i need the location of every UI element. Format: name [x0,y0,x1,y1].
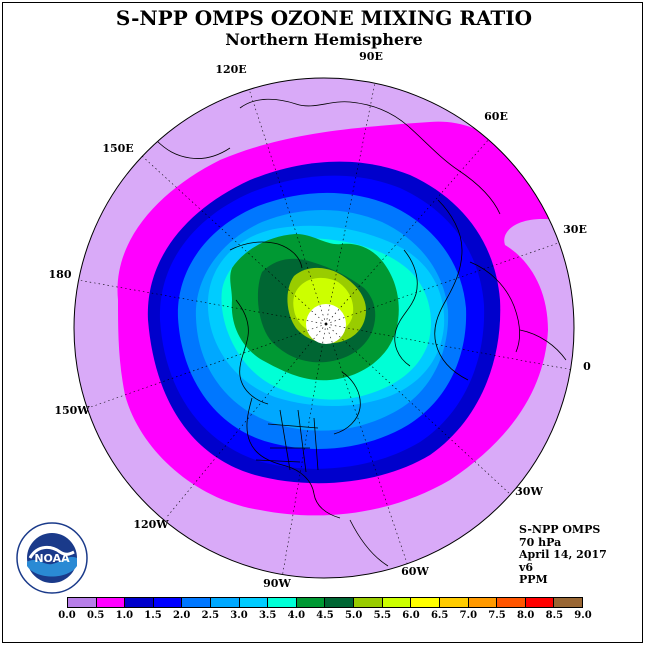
noaa-logo: NOAA [16,522,88,594]
colorbar-cell [554,598,582,607]
lon-label-180: 180 [49,268,72,281]
colorbar-cell [296,598,326,607]
info-pressure: 70 hPa [519,535,562,549]
colorbar-tick-label: 4.5 [316,610,334,621]
info-version: v6 [519,560,534,574]
longitude-labels: 90E 60E 30E 0 30W 60W 90W 120W 150W 180 … [49,50,592,590]
lon-label-60e: 60E [484,110,508,123]
colorbar-tick-label: 3.0 [230,610,248,621]
colorbar-tick-label: 1.0 [115,610,134,621]
colorbar-tick-label: 2.5 [201,610,220,621]
lon-label-60w: 60W [401,565,429,578]
colorbar-cell [354,598,383,607]
colorbar [67,597,583,608]
info-block: S-NPP OMPS 70 hPa April 14, 2017 v6 PPM [519,523,607,587]
info-date: April 14, 2017 [519,548,607,562]
info-instrument: S-NPP OMPS [519,523,601,536]
colorbar-tick-label: 8.5 [545,610,564,621]
colorbar-ticks: 0.0 0.5 1.0 1.5 2.0 2.5 3.0 3.5 4.0 4.5 5.0 5.5 6.0 6… [58,610,591,624]
noaa-logo-text: NOAA [34,552,70,565]
colorbar-tick-label: 6.5 [430,610,449,621]
colorbar-tick-label: 5.5 [373,610,392,621]
figure-frame [2,2,643,643]
colorbar-tick-label: 3.5 [258,610,277,621]
colorbar-tick-label: 1.5 [144,610,162,621]
colorbar-tick-label: 7.5 [488,610,506,621]
colorbar-cell [382,598,412,607]
colorbar-cell [211,598,240,607]
lon-label-90e: 90E [359,50,383,63]
lon-label-150w: 150W [54,404,90,417]
colorbar-tick-label: 4.0 [287,610,306,621]
lon-label-30e: 30E [563,223,587,236]
colorbar-cell [153,598,183,607]
colorbar-cell [125,598,154,607]
colorbar-tick-label: 8.0 [516,610,535,621]
colorbar-tick-label: 6.0 [402,610,420,621]
colorbar-tick-label: 7.0 [459,610,478,621]
colorbar-tick-label: 0.0 [58,610,76,621]
colorbar-cell [96,598,126,607]
lon-label-150e: 150E [102,142,133,155]
colorbar-tick-label: 2.0 [172,610,191,621]
colorbar-tick-label: 9.0 [574,610,592,621]
colorbar-cell [497,598,526,607]
colorbar-cell [439,598,469,607]
lon-label-120e: 120E [215,63,246,76]
lon-label-0: 0 [583,360,591,373]
colorbar-cell [468,598,498,607]
lon-label-30w: 30W [515,485,543,498]
colorbar-tick-label: 5.0 [344,610,363,621]
info-units: PPM [519,573,548,587]
ozone-field [74,78,574,578]
lon-label-90w: 90W [263,577,291,590]
colorbar-cell [182,598,212,607]
colorbar-cell [239,598,269,607]
map-subtitle: Northern Hemisphere [225,30,423,49]
colorbar-cell [268,598,297,607]
map-boundary [73,77,575,579]
colorbar-cell [68,598,97,607]
colorbar-cell [411,598,440,607]
colorbar-cell [525,598,555,607]
lon-label-120w: 120W [133,518,169,531]
colorbar-cell [325,598,355,607]
map-title: S-NPP OMPS OZONE MIXING RATIO [115,6,533,30]
colorbar-tick-label: 0.5 [86,610,105,621]
graticule [77,78,574,578]
